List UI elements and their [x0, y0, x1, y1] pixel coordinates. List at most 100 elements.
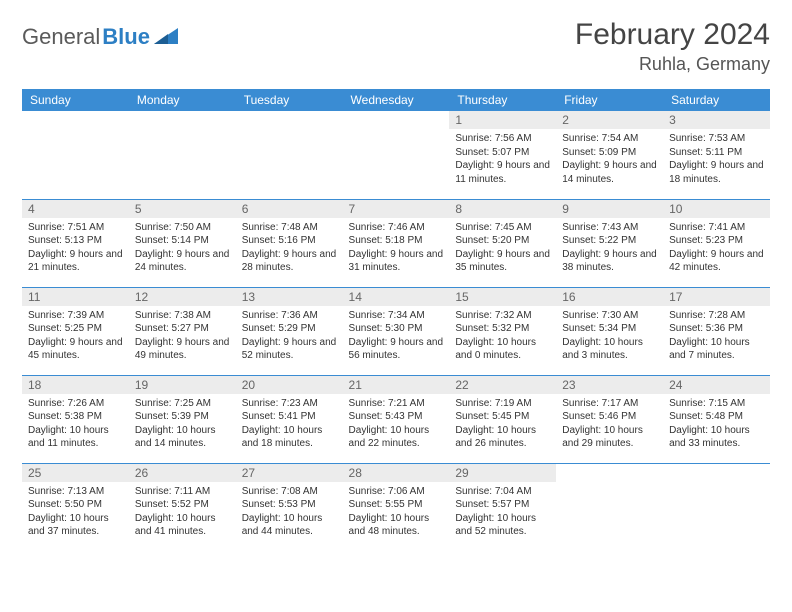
sunrise-line: Sunrise: 7:23 AM: [242, 397, 337, 411]
day-number: 5: [129, 200, 236, 218]
day-number: 23: [556, 376, 663, 394]
sunrise-line: Sunrise: 7:48 AM: [242, 221, 337, 235]
daylight-line: Daylight: 10 hours and 41 minutes.: [135, 512, 230, 539]
day-details: Sunrise: 7:30 AMSunset: 5:34 PMDaylight:…: [556, 306, 663, 367]
day-number: 3: [663, 111, 770, 129]
sunset-line: Sunset: 5:39 PM: [135, 410, 230, 424]
calendar-week-row: 11Sunrise: 7:39 AMSunset: 5:25 PMDayligh…: [22, 287, 770, 375]
day-details: Sunrise: 7:26 AMSunset: 5:38 PMDaylight:…: [22, 394, 129, 455]
calendar-day-cell: 10Sunrise: 7:41 AMSunset: 5:23 PMDayligh…: [663, 199, 770, 287]
sunset-line: Sunset: 5:57 PM: [455, 498, 550, 512]
day-details: Sunrise: 7:45 AMSunset: 5:20 PMDaylight:…: [449, 218, 556, 279]
day-details: Sunrise: 7:34 AMSunset: 5:30 PMDaylight:…: [343, 306, 450, 367]
sunrise-line: Sunrise: 7:34 AM: [349, 309, 444, 323]
day-details: Sunrise: 7:53 AMSunset: 5:11 PMDaylight:…: [663, 129, 770, 190]
sunset-line: Sunset: 5:46 PM: [562, 410, 657, 424]
day-number: 16: [556, 288, 663, 306]
day-details: Sunrise: 7:36 AMSunset: 5:29 PMDaylight:…: [236, 306, 343, 367]
day-number: 12: [129, 288, 236, 306]
day-number: 19: [129, 376, 236, 394]
daylight-line: Daylight: 10 hours and 0 minutes.: [455, 336, 550, 363]
sunset-line: Sunset: 5:29 PM: [242, 322, 337, 336]
daylight-line: Daylight: 10 hours and 29 minutes.: [562, 424, 657, 451]
weekday-header: Wednesday: [343, 89, 450, 111]
day-number: 26: [129, 464, 236, 482]
calendar-table: Sunday Monday Tuesday Wednesday Thursday…: [22, 89, 770, 551]
sunrise-line: Sunrise: 7:06 AM: [349, 485, 444, 499]
calendar-day-cell: 25Sunrise: 7:13 AMSunset: 5:50 PMDayligh…: [22, 463, 129, 551]
title-block: February 2024 Ruhla, Germany: [575, 18, 770, 75]
calendar-day-cell: [663, 463, 770, 551]
daylight-line: Daylight: 9 hours and 45 minutes.: [28, 336, 123, 363]
sunset-line: Sunset: 5:30 PM: [349, 322, 444, 336]
brand-general: General: [22, 24, 100, 50]
sunrise-line: Sunrise: 7:17 AM: [562, 397, 657, 411]
sunset-line: Sunset: 5:27 PM: [135, 322, 230, 336]
day-details: Sunrise: 7:13 AMSunset: 5:50 PMDaylight:…: [22, 482, 129, 543]
calendar-week-row: 4Sunrise: 7:51 AMSunset: 5:13 PMDaylight…: [22, 199, 770, 287]
sunrise-line: Sunrise: 7:45 AM: [455, 221, 550, 235]
day-number: 4: [22, 200, 129, 218]
sunset-line: Sunset: 5:09 PM: [562, 146, 657, 160]
day-number: 28: [343, 464, 450, 482]
sunrise-line: Sunrise: 7:13 AM: [28, 485, 123, 499]
day-number: 13: [236, 288, 343, 306]
day-number: 15: [449, 288, 556, 306]
calendar-day-cell: 17Sunrise: 7:28 AMSunset: 5:36 PMDayligh…: [663, 287, 770, 375]
daylight-line: Daylight: 10 hours and 22 minutes.: [349, 424, 444, 451]
day-number: 25: [22, 464, 129, 482]
sunset-line: Sunset: 5:20 PM: [455, 234, 550, 248]
header: General Blue February 2024 Ruhla, German…: [22, 18, 770, 75]
calendar-day-cell: 28Sunrise: 7:06 AMSunset: 5:55 PMDayligh…: [343, 463, 450, 551]
sunrise-line: Sunrise: 7:43 AM: [562, 221, 657, 235]
daylight-line: Daylight: 10 hours and 7 minutes.: [669, 336, 764, 363]
day-number: 22: [449, 376, 556, 394]
sunrise-line: Sunrise: 7:50 AM: [135, 221, 230, 235]
calendar-day-cell: 16Sunrise: 7:30 AMSunset: 5:34 PMDayligh…: [556, 287, 663, 375]
sunrise-line: Sunrise: 7:30 AM: [562, 309, 657, 323]
sunrise-line: Sunrise: 7:25 AM: [135, 397, 230, 411]
day-number: 9: [556, 200, 663, 218]
brand-blue: Blue: [102, 24, 150, 50]
sunrise-line: Sunrise: 7:54 AM: [562, 132, 657, 146]
sunrise-line: Sunrise: 7:41 AM: [669, 221, 764, 235]
calendar-day-cell: 11Sunrise: 7:39 AMSunset: 5:25 PMDayligh…: [22, 287, 129, 375]
calendar-day-cell: 12 Sunrise: 7:38 AMSunset: 5:27 PMDayligh…: [129, 287, 236, 375]
daylight-line: Daylight: 9 hours and 49 minutes.: [135, 336, 230, 363]
day-number: 20: [236, 376, 343, 394]
day-details: Sunrise: 7:15 AMSunset: 5:48 PMDaylight:…: [663, 394, 770, 455]
sunset-line: Sunset: 5:36 PM: [669, 322, 764, 336]
sunrise-line: Sunrise: 7:38 AM: [135, 309, 230, 323]
daylight-line: Daylight: 10 hours and 3 minutes.: [562, 336, 657, 363]
daylight-line: Daylight: 10 hours and 14 minutes.: [135, 424, 230, 451]
sunset-line: Sunset: 5:07 PM: [455, 146, 550, 160]
day-details: Sunrise: 7:11 AMSunset: 5:52 PMDaylight:…: [129, 482, 236, 543]
daylight-line: Daylight: 9 hours and 28 minutes.: [242, 248, 337, 275]
calendar-day-cell: 15Sunrise: 7:32 AMSunset: 5:32 PMDayligh…: [449, 287, 556, 375]
day-number: 29: [449, 464, 556, 482]
sunrise-line: Sunrise: 7:11 AM: [135, 485, 230, 499]
sunset-line: Sunset: 5:11 PM: [669, 146, 764, 160]
sunset-line: Sunset: 5:14 PM: [135, 234, 230, 248]
sunset-line: Sunset: 5:32 PM: [455, 322, 550, 336]
calendar-day-cell: 2Sunrise: 7:54 AMSunset: 5:09 PMDaylight…: [556, 111, 663, 199]
sunrise-line: Sunrise: 7:51 AM: [28, 221, 123, 235]
daylight-line: Daylight: 10 hours and 11 minutes.: [28, 424, 123, 451]
sunrise-line: Sunrise: 7:08 AM: [242, 485, 337, 499]
calendar-day-cell: 6Sunrise: 7:48 AMSunset: 5:16 PMDaylight…: [236, 199, 343, 287]
day-number: 14: [343, 288, 450, 306]
weekday-header: Tuesday: [236, 89, 343, 111]
calendar-day-cell: 8Sunrise: 7:45 AMSunset: 5:20 PMDaylight…: [449, 199, 556, 287]
sunset-line: Sunset: 5:43 PM: [349, 410, 444, 424]
day-details: Sunrise: 7:23 AMSunset: 5:41 PMDaylight:…: [236, 394, 343, 455]
daylight-line: Daylight: 10 hours and 18 minutes.: [242, 424, 337, 451]
calendar-day-cell: 19 Sunrise: 7:25 AMSunset: 5:39 PMDayligh…: [129, 375, 236, 463]
weekday-header: Friday: [556, 89, 663, 111]
sunrise-line: Sunrise: 7:39 AM: [28, 309, 123, 323]
calendar-day-cell: 1Sunrise: 7:56 AMSunset: 5:07 PMDaylight…: [449, 111, 556, 199]
sunset-line: Sunset: 5:48 PM: [669, 410, 764, 424]
day-details: Sunrise: 7:08 AMSunset: 5:53 PMDaylight:…: [236, 482, 343, 543]
day-details: Sunrise: 7:39 AMSunset: 5:25 PMDaylight:…: [22, 306, 129, 367]
day-details: Sunrise: 7:51 AMSunset: 5:13 PMDaylight:…: [22, 218, 129, 279]
weekday-header-row: Sunday Monday Tuesday Wednesday Thursday…: [22, 89, 770, 111]
